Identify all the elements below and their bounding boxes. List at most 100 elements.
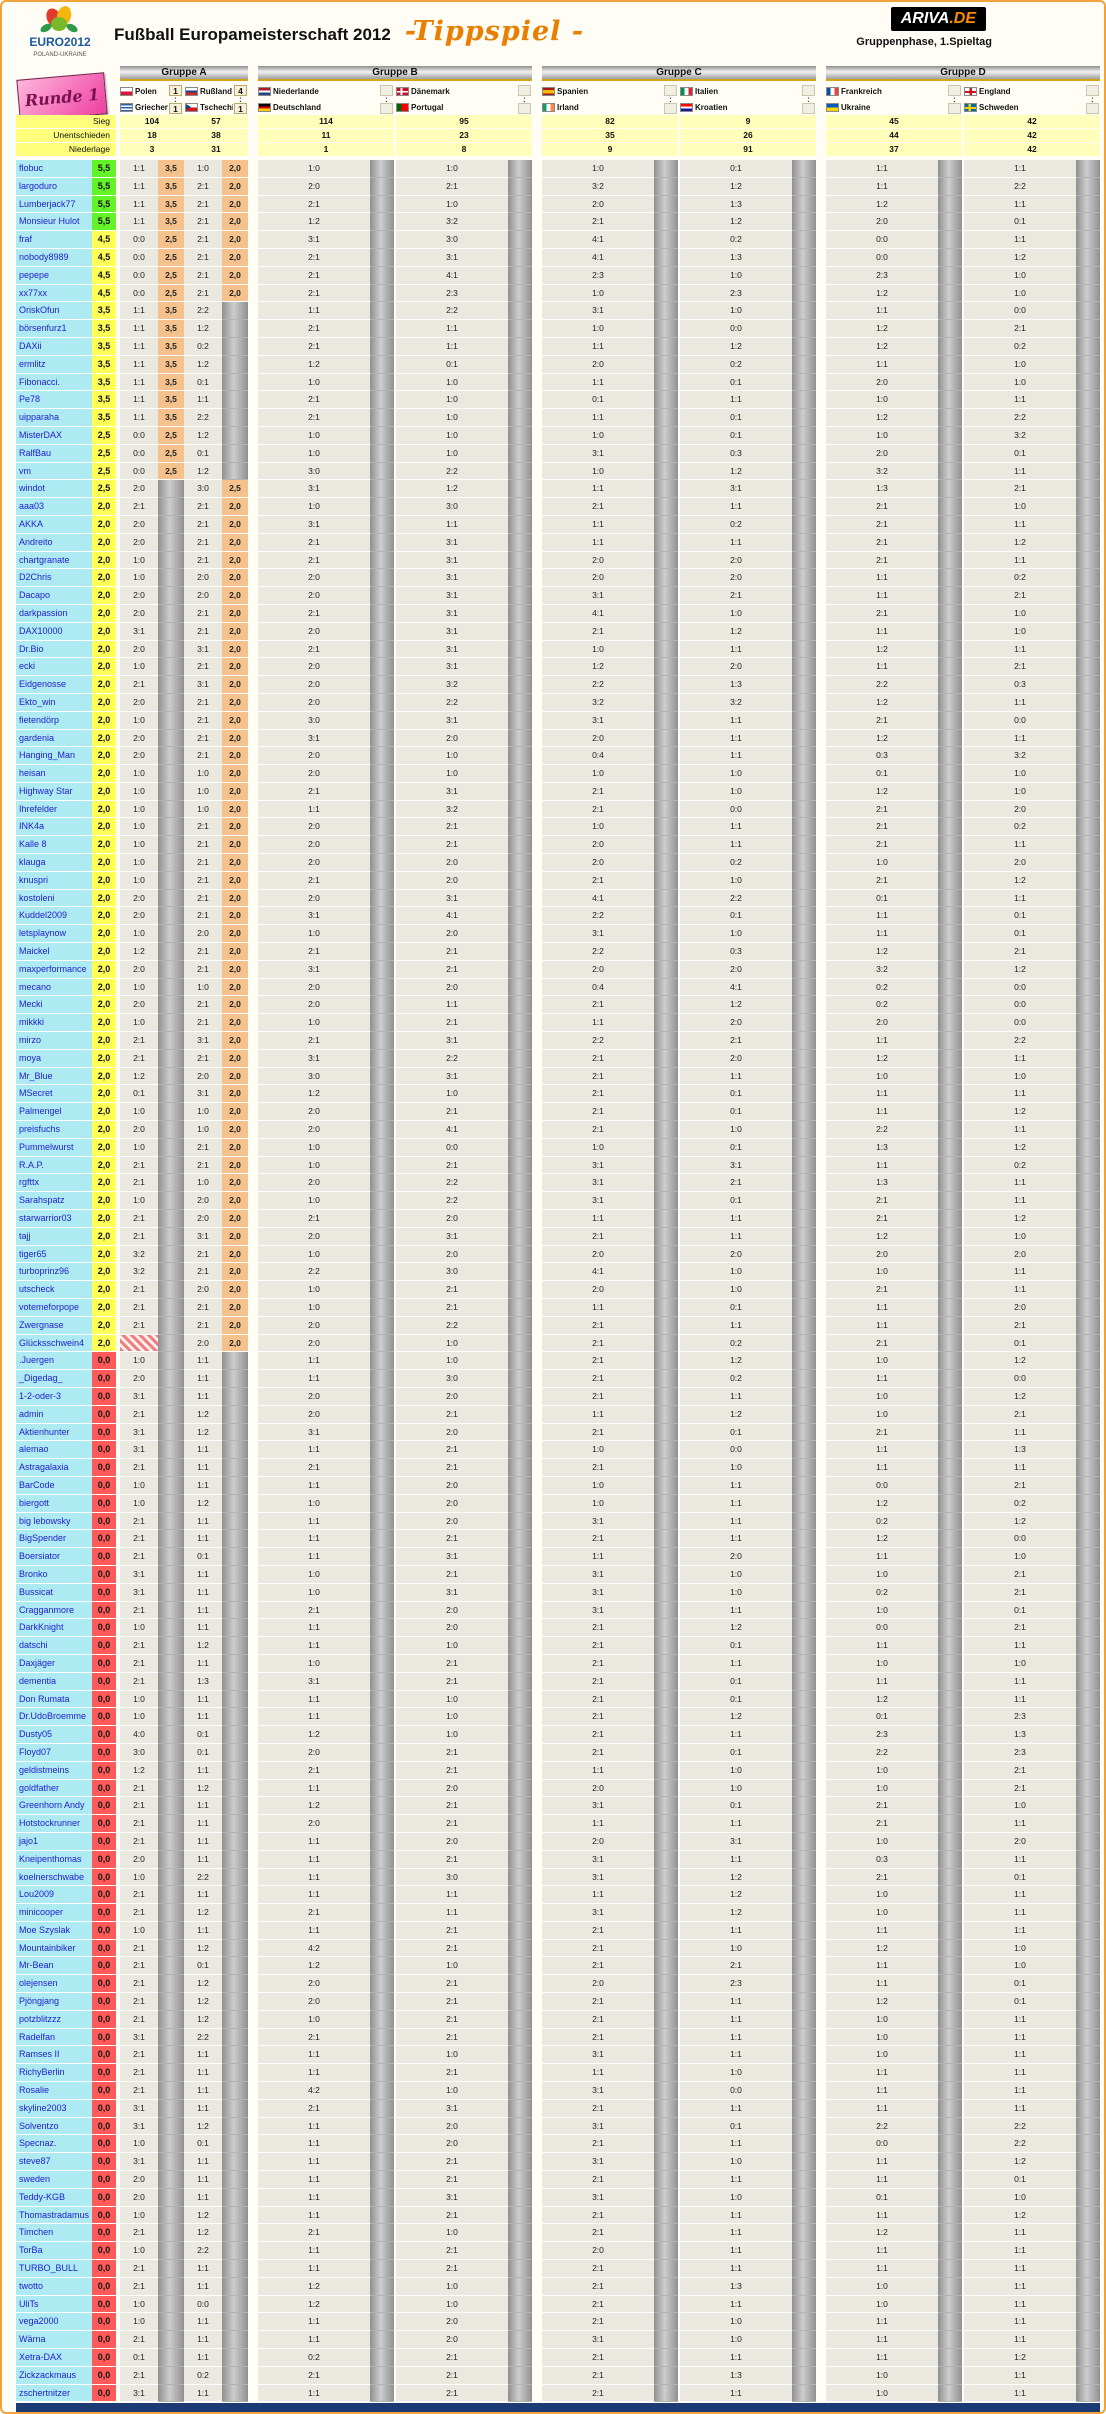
player-name[interactable]: Aktienhunter — [16, 1423, 92, 1442]
player-name[interactable]: darkpassion — [16, 604, 92, 623]
player-name[interactable]: R.A.P. — [16, 1156, 92, 1175]
player-name[interactable]: uipparaha — [16, 409, 92, 427]
player-name[interactable]: Specnaz. — [16, 2135, 92, 2154]
player-name[interactable]: votemeforpope — [16, 1299, 92, 1317]
player-name[interactable]: nobody8989 — [16, 248, 92, 267]
player-name[interactable]: vm — [16, 462, 92, 481]
player-name[interactable]: xx77xx — [16, 284, 92, 303]
player-name[interactable]: Kneipenthomas — [16, 1850, 92, 1869]
player-name[interactable]: sweden — [16, 2171, 92, 2189]
player-name[interactable]: dementia — [16, 1672, 92, 1691]
player-name[interactable]: alemao — [16, 1441, 92, 1460]
player-name[interactable]: TorBa — [16, 2242, 92, 2261]
player-name[interactable]: largoduro — [16, 177, 92, 196]
player-name[interactable]: tajj — [16, 1227, 92, 1246]
player-name[interactable]: fietendörp — [16, 711, 92, 730]
player-name[interactable]: Ekto_win — [16, 693, 92, 712]
player-name[interactable]: D2Chris — [16, 569, 92, 588]
player-name[interactable]: UliTs — [16, 2295, 92, 2314]
player-name[interactable]: biergott — [16, 1494, 92, 1513]
player-name[interactable]: BarCode — [16, 1476, 92, 1495]
player-name[interactable]: geldistmeins — [16, 1761, 92, 1780]
player-name[interactable]: turboprinz96 — [16, 1263, 92, 1282]
player-name[interactable]: moya — [16, 1049, 92, 1068]
player-name[interactable]: zschertnitzer — [16, 2384, 92, 2403]
player-name[interactable]: RalfBau — [16, 444, 92, 463]
player-name[interactable]: .Juergen — [16, 1352, 92, 1371]
player-name[interactable]: admin — [16, 1405, 92, 1424]
player-name[interactable]: ermlitz — [16, 355, 92, 374]
player-name[interactable]: Andreito — [16, 533, 92, 552]
player-name[interactable]: Eidgenosse — [16, 676, 92, 694]
player-name[interactable]: RichyBerlin — [16, 2064, 92, 2083]
player-name[interactable]: Hotstockrunner — [16, 1815, 92, 1833]
player-name[interactable]: maxperformance — [16, 960, 92, 979]
player-name[interactable]: mirzo — [16, 1032, 92, 1050]
player-name[interactable]: ecki — [16, 658, 92, 677]
player-name[interactable]: Ihrefelder — [16, 800, 92, 819]
player-name[interactable]: Timchen — [16, 2224, 92, 2243]
player-name[interactable]: fraf — [16, 231, 92, 249]
player-name[interactable]: kostoleni — [16, 889, 92, 908]
player-name[interactable]: Ramses II — [16, 2046, 92, 2065]
player-name[interactable]: twotto — [16, 2277, 92, 2296]
player-name[interactable]: potzblitzzz — [16, 2010, 92, 2029]
player-name[interactable]: Boersiator — [16, 1548, 92, 1566]
player-name[interactable]: steve87 — [16, 2153, 92, 2172]
player-name[interactable]: MSecret — [16, 1085, 92, 1104]
player-name[interactable]: Pjöngjang — [16, 1993, 92, 2011]
player-name[interactable]: Dr.UdoBroemme — [16, 1708, 92, 1727]
player-name[interactable]: Mountainbiker — [16, 1939, 92, 1958]
player-name[interactable]: Monsieur Hulot — [16, 213, 92, 232]
player-name[interactable]: Lou2009 — [16, 1886, 92, 1905]
player-name[interactable]: Dusty05 — [16, 1726, 92, 1744]
ariva-logo[interactable]: ARIVA.DE — [890, 7, 986, 31]
player-name[interactable]: preisfuchs — [16, 1121, 92, 1139]
player-name[interactable]: Astragalaxia — [16, 1459, 92, 1477]
player-name[interactable]: Pummelwurst — [16, 1138, 92, 1157]
player-name[interactable]: pepepe — [16, 266, 92, 285]
player-name[interactable]: Daxjäger — [16, 1654, 92, 1673]
player-name[interactable]: tiger65 — [16, 1245, 92, 1264]
player-name[interactable]: flobuc — [16, 160, 92, 178]
player-name[interactable]: Zwergnase — [16, 1316, 92, 1335]
player-name[interactable]: gardenia — [16, 729, 92, 748]
player-name[interactable]: koelnerschwabe — [16, 1868, 92, 1887]
player-name[interactable]: klauga — [16, 854, 92, 872]
player-name[interactable]: Lumberjack77 — [16, 195, 92, 214]
player-name[interactable]: börsenfurz1 — [16, 320, 92, 338]
player-name[interactable]: chartgranate — [16, 551, 92, 570]
player-name[interactable]: datschi — [16, 1637, 92, 1655]
player-name[interactable]: Moe Szyslak — [16, 1921, 92, 1940]
player-name[interactable]: _Digedag_ — [16, 1370, 92, 1388]
player-name[interactable]: Bussicat — [16, 1583, 92, 1602]
player-name[interactable]: Greenhorn Andy — [16, 1797, 92, 1816]
player-name[interactable]: goldfather — [16, 1779, 92, 1798]
player-name[interactable]: Mecki — [16, 996, 92, 1015]
player-name[interactable]: Rosalie — [16, 2082, 92, 2100]
player-name[interactable]: olejensen — [16, 1975, 92, 1994]
player-name[interactable]: Pe78 — [16, 391, 92, 410]
player-name[interactable]: rgfttx — [16, 1174, 92, 1193]
player-name[interactable]: Maickel — [16, 943, 92, 961]
player-name[interactable]: Solventzo — [16, 2117, 92, 2136]
player-name[interactable]: TURBO_BULL — [16, 2260, 92, 2278]
player-name[interactable]: DAXii — [16, 337, 92, 356]
player-name[interactable]: mikkki — [16, 1014, 92, 1033]
player-name[interactable]: Radelfan — [16, 2028, 92, 2047]
player-name[interactable]: mecano — [16, 978, 92, 997]
player-name[interactable]: DarkKnight — [16, 1619, 92, 1638]
player-name[interactable]: Zickzackmaus — [16, 2366, 92, 2385]
player-name[interactable]: Dacapo — [16, 587, 92, 605]
player-name[interactable]: aaa03 — [16, 498, 92, 516]
player-name[interactable]: Cragganmore — [16, 1601, 92, 1620]
player-name[interactable]: Teddy-KGB — [16, 2188, 92, 2207]
player-name[interactable]: Thomastradamus — [16, 2206, 92, 2225]
player-name[interactable]: Palmengel — [16, 1103, 92, 1122]
player-name[interactable]: letsplaynow — [16, 925, 92, 944]
player-name[interactable]: Bronko — [16, 1565, 92, 1584]
player-name[interactable]: skyline2003 — [16, 2099, 92, 2118]
player-name[interactable]: Fibonacci. — [16, 373, 92, 392]
player-name[interactable]: Mr-Bean — [16, 1957, 92, 1976]
player-name[interactable]: DAX10000 — [16, 622, 92, 641]
